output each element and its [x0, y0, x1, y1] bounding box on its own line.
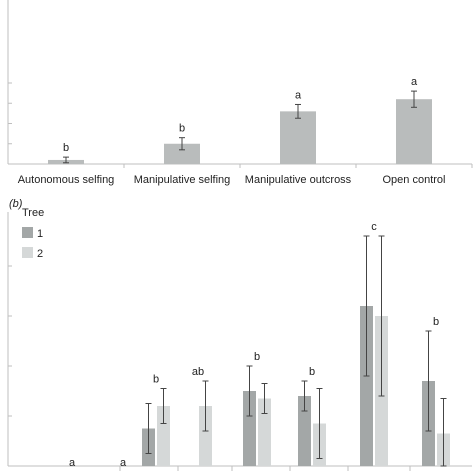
significance-label: a — [295, 89, 302, 101]
panel-a: b Autonomous selfing b Manipulative selfing… — [7, 0, 473, 186]
bar — [280, 111, 316, 164]
legend-swatch — [22, 247, 33, 258]
significance-label: a — [411, 76, 418, 88]
x-tick-label: Manipulative outcross — [245, 174, 352, 186]
legend-label: 2 — [37, 248, 43, 260]
bar — [396, 99, 432, 164]
significance-label: b — [153, 374, 159, 386]
legend-title: Tree — [22, 207, 44, 219]
bar-tree-1 — [298, 396, 311, 466]
x-tick-label: Autonomous selfing — [18, 174, 115, 186]
bar-tree-1 — [360, 306, 373, 466]
bar — [164, 143, 200, 164]
significance-label: a — [69, 457, 76, 469]
bar-tree-2 — [157, 406, 170, 466]
legend-label: 1 — [37, 228, 43, 240]
significance-label: a — [120, 457, 127, 469]
bar-tree-2 — [199, 406, 212, 466]
significance-label: b — [433, 316, 439, 328]
bar-tree-1 — [243, 391, 256, 466]
bar-tree-2 — [258, 398, 271, 466]
significance-label: b — [254, 351, 260, 363]
significance-label: b — [63, 142, 69, 154]
significance-label: c — [371, 221, 377, 233]
significance-label: b — [179, 123, 185, 135]
x-tick-label: Manipulative selfing — [134, 174, 231, 186]
panel-label: (b) — [9, 198, 23, 210]
significance-label: b — [309, 366, 315, 378]
significance-label: ab — [192, 366, 204, 378]
legend-swatch — [22, 227, 33, 238]
x-tick-label: Open control — [383, 174, 446, 186]
